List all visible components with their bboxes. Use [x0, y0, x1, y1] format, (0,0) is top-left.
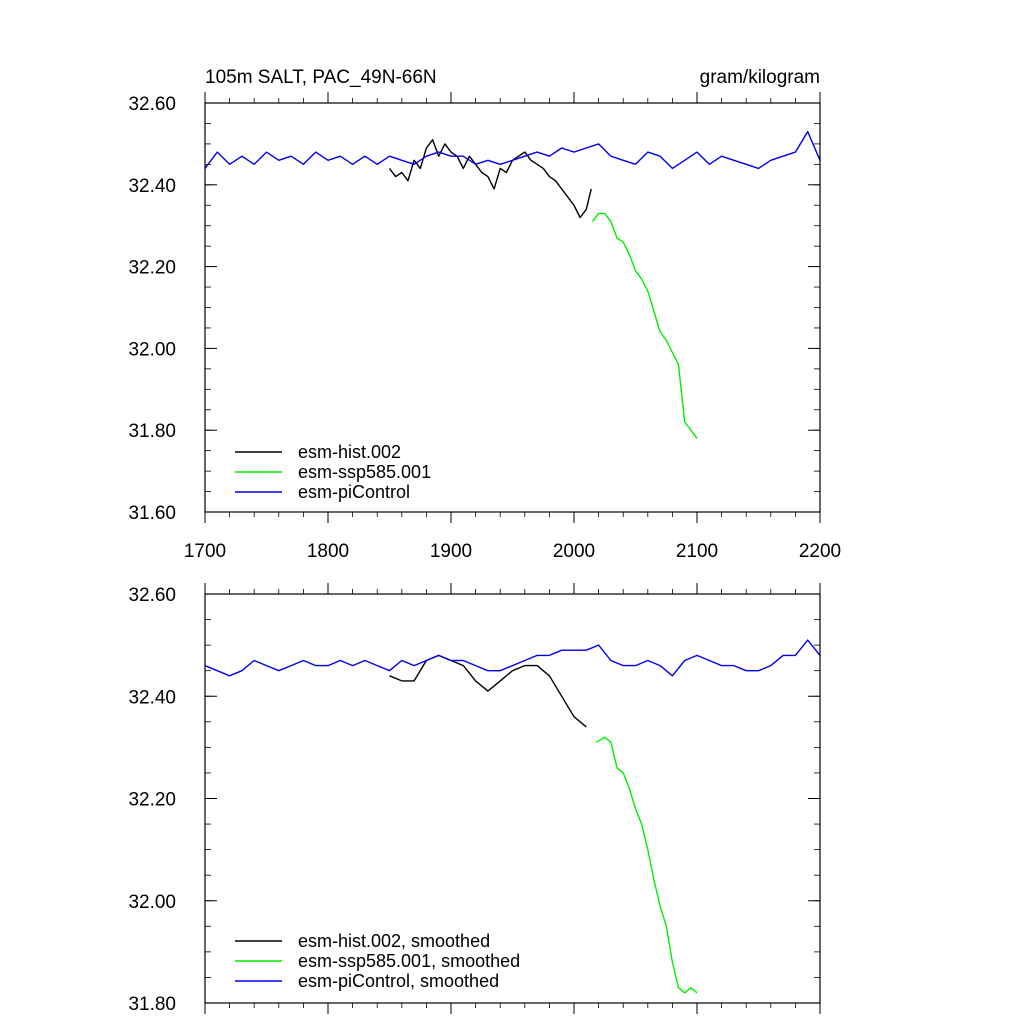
top-chart-xtick-label: 2100: [676, 541, 718, 562]
top-chart-xtick-label: 2200: [799, 541, 841, 562]
top-chart-panel: 105m SALT, PAC_49N-66N gram/kilogram 31.…: [128, 67, 841, 562]
bottom-chart-panel: 31.80 32.00 32.20 32.40 32.60 esm-hist.002, …: [128, 583, 821, 1015]
top-chart-line-1: [388, 139, 592, 219]
top-chart-ytick-label: 31.60: [128, 503, 176, 524]
bottom-chart-ytick-label: 32.60: [128, 585, 176, 606]
top-chart-series: [205, 130, 820, 439]
top-chart-ytick-label: 32.60: [128, 94, 176, 115]
top-chart-xtick-label: 1700: [184, 541, 226, 562]
top-chart-axes: 31.60 31.80 32.00 32.20 32.40 32.60 1700 1800 19…: [128, 92, 841, 562]
top-chart-xtick-label: 2000: [553, 541, 595, 562]
top-chart-title-right: gram/kilogram: [700, 67, 820, 88]
bottom-chart-ytick-label: 32.40: [128, 687, 176, 708]
top-chart-legend-label-2: esm-ssp585.001: [298, 462, 431, 482]
top-chart-xtick-label: 1800: [307, 541, 349, 562]
bottom-chart-ytick-label: 32.00: [128, 892, 176, 913]
top-chart-line-2: [591, 212, 698, 439]
bottom-chart-legend-label-2: esm-ssp585.001, smoothed: [298, 951, 520, 971]
top-chart-ytick-label: 31.80: [128, 421, 176, 442]
top-chart-ytick-label: 32.20: [128, 258, 176, 279]
top-chart-ytick-label: 32.40: [128, 176, 176, 197]
top-chart-ytick-label: 32.00: [128, 339, 176, 360]
top-chart-line-3: [205, 130, 820, 170]
top-chart-title-left: 105m SALT, PAC_49N-66N: [205, 67, 437, 88]
bottom-chart-series: [205, 639, 820, 994]
bottom-chart-ytick-label: 32.20: [128, 790, 176, 811]
bottom-chart-legend-label-3: esm-piControl, smoothed: [298, 971, 499, 991]
bottom-chart-line-1: [389, 654, 587, 728]
bottom-chart-line-2: [595, 736, 698, 994]
bottom-chart-legend-label-1: esm-hist.002, smoothed: [298, 931, 490, 951]
top-chart-xtick-label: 1900: [430, 541, 472, 562]
top-chart-legend-label-3: esm-piControl: [298, 482, 410, 502]
bottom-chart-line-3: [205, 639, 820, 677]
bottom-chart-axes: 31.80 32.00 32.20 32.40 32.60: [128, 583, 821, 1015]
top-chart-legend-label-1: esm-hist.002: [298, 442, 401, 462]
bottom-chart-ytick-label: 31.80: [128, 994, 176, 1015]
